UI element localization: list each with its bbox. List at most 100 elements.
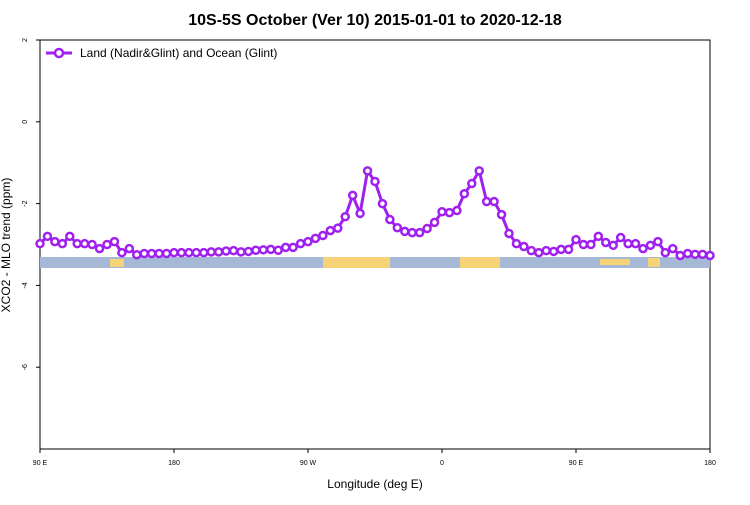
point xyxy=(221,246,231,256)
point xyxy=(146,248,157,259)
point xyxy=(94,243,105,254)
point xyxy=(504,228,514,239)
point xyxy=(414,227,425,238)
y-tick-label: -4 xyxy=(22,282,29,288)
legend-marker xyxy=(53,47,65,59)
x-axis-label: Longitude (deg E) xyxy=(327,477,422,491)
point xyxy=(50,236,60,247)
point xyxy=(213,247,224,257)
y-tick-label: -2 xyxy=(22,200,29,206)
point xyxy=(42,231,53,242)
point xyxy=(139,248,149,259)
point xyxy=(169,247,179,258)
point xyxy=(355,208,365,219)
point xyxy=(154,248,164,259)
point xyxy=(161,248,172,259)
point xyxy=(303,236,313,247)
point xyxy=(191,247,202,258)
point xyxy=(422,223,432,234)
point xyxy=(541,245,551,256)
point xyxy=(236,247,246,257)
x-tick-label: 0 xyxy=(440,460,444,467)
x-tick-label: 90 E xyxy=(33,460,48,467)
y-axis-label: XCO2 - MLO trend (ppm) xyxy=(0,178,13,313)
point xyxy=(682,248,693,259)
point xyxy=(638,243,648,254)
point xyxy=(675,250,685,261)
land-band xyxy=(323,257,390,268)
point xyxy=(459,189,470,199)
point xyxy=(57,238,68,249)
point xyxy=(35,238,45,249)
point xyxy=(489,196,499,207)
x-tick-label: 180 xyxy=(704,460,716,467)
point xyxy=(615,232,626,243)
land-band xyxy=(110,259,124,267)
point xyxy=(400,226,410,237)
point xyxy=(534,247,544,258)
point xyxy=(481,196,492,207)
point xyxy=(102,239,112,250)
point xyxy=(280,242,291,253)
point xyxy=(72,238,82,249)
point xyxy=(333,223,343,233)
point xyxy=(608,240,618,251)
point xyxy=(176,247,187,258)
land-band xyxy=(648,258,660,267)
point xyxy=(385,214,395,225)
point xyxy=(407,227,417,238)
point xyxy=(526,245,537,256)
point xyxy=(340,211,350,222)
point xyxy=(452,205,462,216)
point xyxy=(660,247,671,258)
point xyxy=(548,246,559,257)
point xyxy=(362,166,373,176)
point xyxy=(630,238,641,249)
point xyxy=(705,250,715,261)
point xyxy=(117,247,127,258)
point xyxy=(79,238,90,249)
map-strip xyxy=(40,257,710,268)
y-tick-label: 0 xyxy=(22,120,29,124)
point xyxy=(266,244,276,255)
point xyxy=(437,207,447,217)
chart-title: 10S-5S October (Ver 10) 2015-01-01 to 20… xyxy=(188,12,562,29)
point xyxy=(347,190,358,201)
point xyxy=(645,240,656,251)
point xyxy=(109,236,120,247)
point xyxy=(184,247,194,258)
point xyxy=(496,209,507,220)
point xyxy=(690,249,700,260)
y-tick-label: 2 xyxy=(22,38,29,42)
point xyxy=(653,236,663,247)
point xyxy=(563,244,574,255)
point xyxy=(392,222,403,233)
point xyxy=(310,233,321,244)
y-tick-label: -6 xyxy=(22,364,29,370)
point xyxy=(65,231,75,242)
point xyxy=(243,246,254,257)
point xyxy=(429,217,440,228)
point xyxy=(370,176,380,187)
point xyxy=(258,245,269,255)
land-band xyxy=(460,257,500,268)
land-band xyxy=(600,259,630,265)
point xyxy=(586,239,596,250)
x-tick-label: 90 W xyxy=(300,460,317,467)
point xyxy=(519,241,529,252)
legend-label: Land (Nadir&Glint) and Ocean (Glint) xyxy=(80,46,277,60)
point xyxy=(697,249,708,260)
point xyxy=(601,237,611,248)
point xyxy=(288,242,298,253)
point xyxy=(474,166,484,176)
point xyxy=(668,243,678,254)
point xyxy=(87,239,97,250)
point xyxy=(199,247,209,258)
point xyxy=(318,230,328,241)
x-tick-label: 90 E xyxy=(569,460,584,467)
point xyxy=(295,238,306,249)
point xyxy=(578,239,589,250)
point xyxy=(444,207,455,218)
point xyxy=(273,245,283,255)
